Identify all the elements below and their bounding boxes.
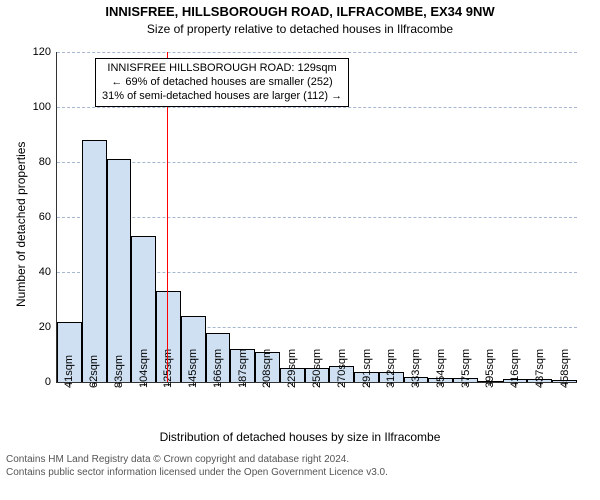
annotation-line-2: ← 69% of detached houses are smaller (25…	[102, 76, 342, 90]
xtick-label: 145sqm	[187, 349, 199, 388]
footnote-line-1: Contains HM Land Registry data © Crown c…	[6, 454, 388, 467]
xtick-label: 229sqm	[286, 349, 298, 388]
grid-line	[57, 217, 577, 218]
xtick-label: 104sqm	[138, 349, 150, 388]
ytick-label: 40	[39, 266, 57, 278]
x-axis-label: Distribution of detached houses by size …	[0, 430, 600, 444]
xtick-label: 312sqm	[385, 349, 397, 388]
xtick-label: 41sqm	[63, 355, 75, 388]
xtick-label: 416sqm	[509, 349, 521, 388]
grid-line	[57, 162, 577, 163]
ytick-label: 20	[39, 321, 57, 333]
annotation-line-3: 31% of semi-detached houses are larger (…	[102, 90, 342, 104]
annotation-box: INNISFREE HILLSBOROUGH ROAD: 129sqm ← 69…	[95, 58, 349, 107]
grid-line	[57, 52, 577, 53]
xtick-label: 375sqm	[460, 349, 472, 388]
xtick-label: 250sqm	[311, 349, 323, 388]
xtick-label: 83sqm	[113, 355, 125, 388]
xtick-label: 270sqm	[336, 349, 348, 388]
histogram-bar	[107, 159, 132, 382]
xtick-label: 208sqm	[261, 349, 273, 388]
xtick-label: 166sqm	[212, 349, 224, 388]
footnote-line-2: Contains public sector information licen…	[6, 467, 388, 480]
xtick-label: 62sqm	[88, 355, 100, 388]
ytick-label: 100	[33, 101, 57, 113]
xtick-label: 125sqm	[162, 349, 174, 388]
page-subtitle: Size of property relative to detached ho…	[0, 22, 600, 36]
chart-plot-area: 02040608010012041sqm62sqm83sqm104sqm125s…	[56, 52, 577, 383]
xtick-label: 437sqm	[534, 349, 546, 388]
xtick-label: 354sqm	[435, 349, 447, 388]
xtick-label: 458sqm	[559, 349, 571, 388]
ytick-label: 80	[39, 156, 57, 168]
ytick-label: 60	[39, 211, 57, 223]
page-title: INNISFREE, HILLSBOROUGH ROAD, ILFRACOMBE…	[0, 4, 600, 19]
footnote: Contains HM Land Registry data © Crown c…	[6, 454, 388, 479]
xtick-label: 333sqm	[410, 349, 422, 388]
histogram-bar	[82, 140, 107, 382]
ytick-label: 120	[33, 46, 57, 58]
y-axis-label: Number of detached properties	[14, 142, 28, 307]
xtick-label: 187sqm	[237, 349, 249, 388]
ytick-label: 0	[45, 376, 57, 388]
xtick-label: 291sqm	[361, 349, 373, 388]
annotation-line-1: INNISFREE HILLSBOROUGH ROAD: 129sqm	[102, 62, 342, 76]
xtick-label: 395sqm	[484, 349, 496, 388]
